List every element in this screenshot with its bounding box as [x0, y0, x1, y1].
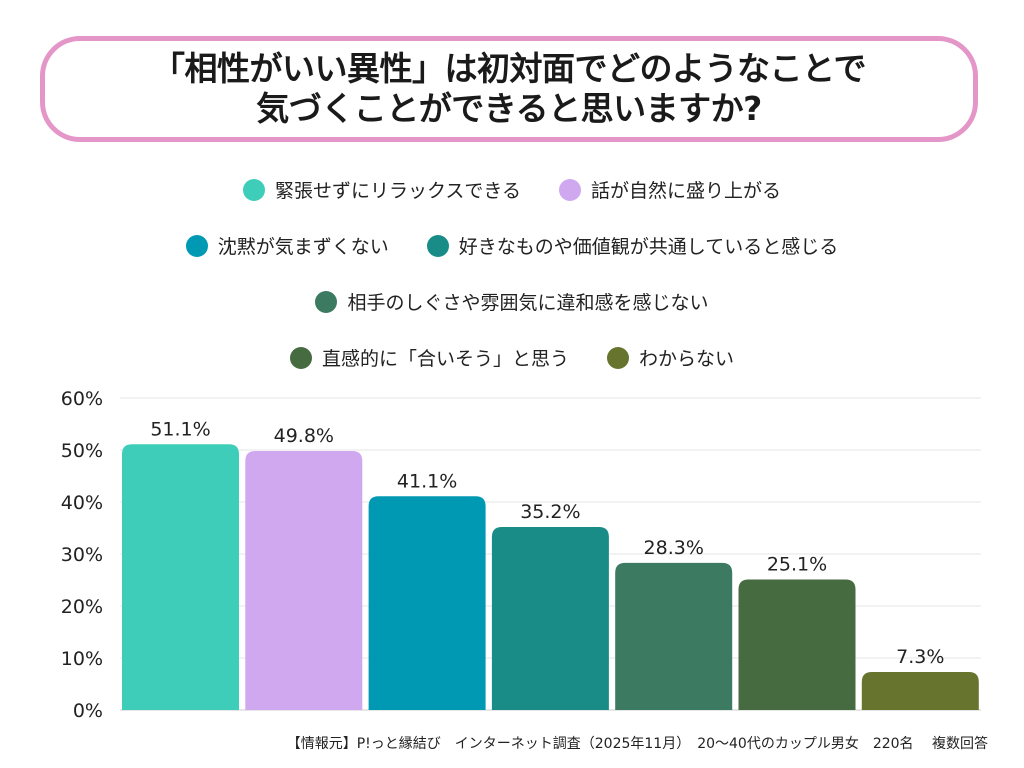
legend-swatch [289, 346, 312, 369]
bar [738, 579, 856, 710]
legend-label: わからない [639, 348, 735, 370]
legend-swatch [426, 234, 449, 257]
data-label: 28.3% [644, 537, 704, 559]
legend-item: 相手のしぐさや雰囲気に違和感を感じない [315, 288, 709, 315]
y-tick-label: 40% [61, 492, 103, 514]
y-tick-label: 0% [73, 700, 103, 722]
y-tick-label: 30% [61, 544, 103, 566]
legend-item: わからない [607, 344, 734, 371]
title-line-1: 「相性がいい異性」は初対面でどのようなことで [151, 49, 867, 88]
legend-label: 話が自然に盛り上がる [591, 180, 782, 202]
legend-label: 好きなものや価値観が共通していると感じる [458, 236, 839, 258]
source-footer: 【情報元】P!っと縁結び インターネット調査（2025年11月） 20〜40代の… [286, 736, 988, 752]
y-tick-label: 10% [61, 648, 103, 670]
title-box: 「相性がいい異性」は初対面でどのようなことで 気づくことができると思いますか? [40, 36, 978, 142]
legend-swatch [185, 234, 208, 257]
legend-label: 沈黙が気まずくない [217, 236, 389, 258]
data-label: 41.1% [397, 470, 457, 492]
legend-item: 直感的に「合いそう」と思う [289, 344, 569, 371]
legend-row: 沈黙が気まずくない 好きなものや価値観が共通していると感じる [0, 232, 1024, 259]
legend-swatch [607, 346, 629, 369]
y-tick-label: 60% [61, 388, 103, 410]
data-label: 49.8% [274, 425, 334, 447]
legend-row: 緊張せずにリラックスできる 話が自然に盛り上がる [0, 176, 1024, 203]
data-label: 35.2% [520, 501, 580, 523]
y-tick-label: 20% [61, 596, 103, 618]
legend-row: 直感的に「合いそう」と思う わからない [0, 344, 1024, 371]
bar [368, 496, 486, 710]
y-tick-label: 50% [61, 440, 103, 462]
data-label: 7.3% [896, 646, 944, 668]
legend-item: 好きなものや価値観が共通していると感じる [426, 232, 839, 259]
title-line-2: 気づくことができると思いますか? [256, 89, 762, 128]
legend-item: 緊張せずにリラックスできる [242, 176, 522, 203]
legend-label: 直感的に「合いそう」と思う [321, 348, 569, 370]
bar [861, 672, 979, 710]
legend-item: 話が自然に盛り上がる [559, 176, 781, 203]
legend-item: 沈黙が気まずくない [185, 232, 389, 259]
legend-swatch [559, 178, 582, 201]
data-label: 51.1% [150, 418, 210, 440]
bar [491, 526, 609, 710]
bar [122, 444, 239, 710]
legend-swatch [242, 178, 265, 201]
legend-label: 緊張せずにリラックスできる [274, 180, 522, 202]
bar [245, 451, 363, 710]
legend-label: 相手のしぐさや雰囲気に違和感を感じない [347, 292, 709, 314]
legend-row: 相手のしぐさや雰囲気に違和感を感じない [0, 288, 1024, 315]
legend-swatch [315, 290, 338, 313]
data-label: 25.1% [767, 553, 827, 575]
bar [615, 562, 733, 710]
